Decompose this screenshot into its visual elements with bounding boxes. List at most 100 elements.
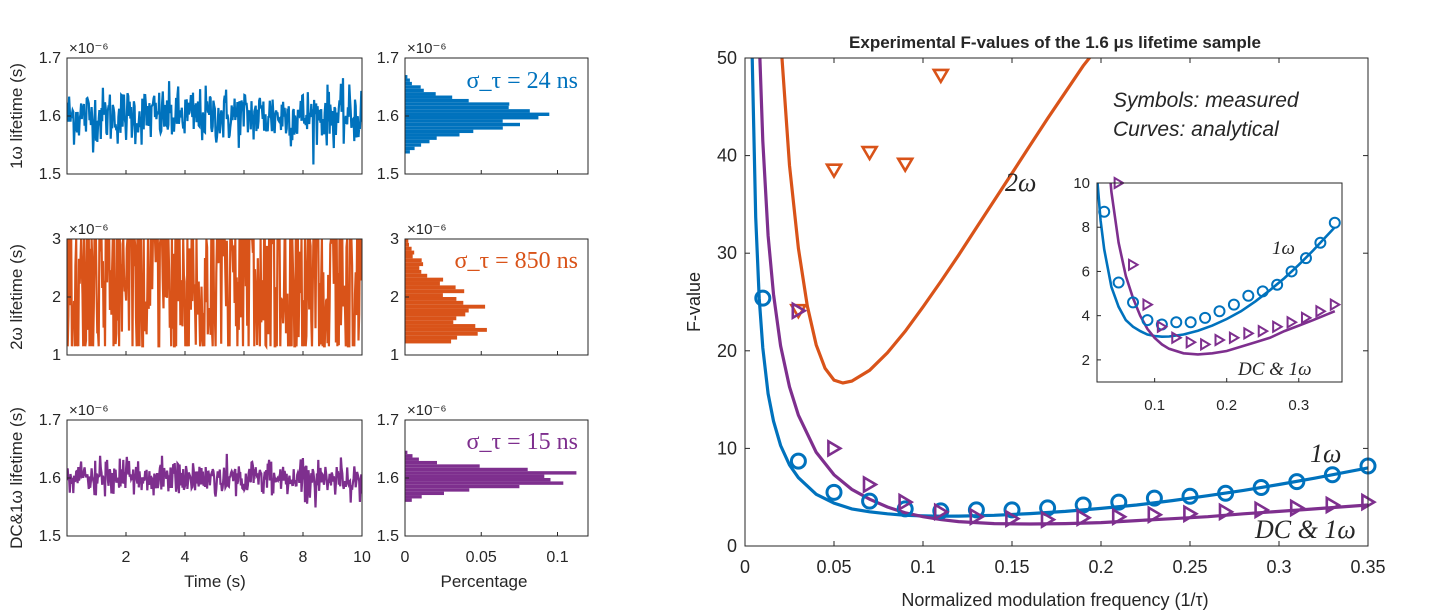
histogram-bar xyxy=(405,258,422,263)
main-ytick-label: 20 xyxy=(717,341,737,361)
histogram-bar xyxy=(405,289,465,294)
data-point-circle xyxy=(1217,484,1235,502)
ytick-label: 1.6 xyxy=(377,470,399,487)
data-point-triangle-down xyxy=(860,145,879,162)
time-series-row-1omega: 1.5 1.5 1.6 1.6 1.7 1.7 ×10⁻⁶ ×10⁻⁶ xyxy=(39,40,589,183)
data-point-triangle-right xyxy=(1040,510,1057,529)
histogram-bar xyxy=(405,75,408,79)
histogram-bar xyxy=(405,139,430,144)
histogram-bar xyxy=(405,308,469,313)
histogram-bar xyxy=(405,246,412,251)
histogram-bar xyxy=(405,269,422,274)
data-point-circle xyxy=(1242,289,1255,302)
main-xtick-label: 0.15 xyxy=(994,557,1029,577)
data-point-triangle-right xyxy=(1200,337,1212,352)
curve-label-dc1omega: DC & 1ω xyxy=(1254,515,1356,544)
data-point-triangle-right xyxy=(1128,258,1140,272)
data-point-circle xyxy=(1323,466,1341,484)
histogram-bar xyxy=(405,129,474,134)
histogram-bar xyxy=(405,316,457,321)
data-point-circle xyxy=(1003,501,1021,519)
trace-line xyxy=(67,239,362,351)
xtick-label: 6 xyxy=(240,549,249,566)
data-point-circle xyxy=(1170,316,1183,329)
histogram-bar xyxy=(405,92,436,96)
data-point-circle xyxy=(1098,205,1111,218)
histogram-bar xyxy=(405,312,466,317)
data-point-circle xyxy=(1288,473,1306,491)
data-point-circle xyxy=(754,289,772,307)
main-xtick-label: 0.2 xyxy=(1088,557,1113,577)
sigma-label-1omega: σ_τ = 24 ns xyxy=(467,68,578,94)
histogram-bar xyxy=(405,457,419,461)
histogram-bar xyxy=(405,478,551,482)
main-xtick-label: 0.25 xyxy=(1172,557,1207,577)
data-point-circle xyxy=(1299,252,1312,265)
histogram-bar xyxy=(405,119,503,123)
ytick-label: 1.6 xyxy=(377,108,399,125)
ytick-label: 1.5 xyxy=(39,166,61,183)
sigma-label-2omega: σ_τ = 850 ns xyxy=(455,248,578,274)
histogram-bar xyxy=(405,281,440,286)
data-point-triangle-right xyxy=(1257,324,1270,338)
histogram-bar xyxy=(405,150,410,154)
exponent-label: ×10⁻⁶ xyxy=(69,402,109,419)
xtick-label: 10 xyxy=(353,549,371,566)
data-point-circle xyxy=(1271,278,1284,291)
data-point-triangle-right xyxy=(1272,319,1284,334)
ytick-label: 1.5 xyxy=(39,528,61,545)
inset-background xyxy=(1057,171,1350,418)
hist-axis-label: Percentage xyxy=(441,572,528,591)
time-series-row-2omega: 1 1 2 2 3 3 ×10⁻⁶ ×10⁻⁶ xyxy=(52,221,589,364)
f-value-chart: 0 0.05 0.1 0.15 0.2 0.25 0.3 0.35 0 10 20 30 40 50 Exp… xyxy=(684,33,1386,610)
main-xtick-label: 0.3 xyxy=(1266,557,1291,577)
main-ylabel: F-value xyxy=(684,272,704,332)
data-point-triangle-down xyxy=(931,68,951,85)
xtick-label: 8 xyxy=(299,549,308,566)
histogram-bar xyxy=(405,285,456,290)
histogram-bar xyxy=(405,136,437,140)
data-point-triangle-right xyxy=(933,502,950,522)
exponent-label: ×10⁻⁶ xyxy=(407,40,447,57)
data-point-circle xyxy=(896,500,914,518)
histogram-bar xyxy=(405,143,422,147)
ytick-label: 1.5 xyxy=(377,528,399,545)
histogram-bar xyxy=(405,335,458,340)
histogram-bar xyxy=(405,339,452,344)
ytick-label: 1 xyxy=(390,347,399,364)
histogram-bar xyxy=(405,239,409,243)
histogram-bar xyxy=(405,95,453,99)
histogram-bar xyxy=(405,81,412,86)
inset-xtick-label: 0.2 xyxy=(1216,397,1237,414)
histogram-bar xyxy=(405,460,437,465)
histogram-bar xyxy=(405,304,486,309)
inset-label-1omega: 1ω xyxy=(1272,238,1295,259)
inset-ytick-label: 4 xyxy=(1082,308,1090,325)
data-point-triangle-right xyxy=(1228,331,1241,345)
ytick-label: 1.6 xyxy=(39,470,61,487)
inset-xtick-label: 0.3 xyxy=(1288,397,1309,414)
main-xtick-label: 0 xyxy=(740,557,750,577)
inset-ytick-label: 2 xyxy=(1082,352,1090,369)
data-point-triangle-right xyxy=(1289,498,1306,518)
histogram-bar xyxy=(405,481,564,485)
histogram-bar xyxy=(405,126,503,130)
data-point-triangle-right xyxy=(969,507,986,526)
histogram-bar xyxy=(405,254,413,259)
histogram-bar xyxy=(405,491,444,496)
data-point-triangle-right xyxy=(1329,297,1342,312)
data-point-circle xyxy=(967,501,985,519)
histogram-bar xyxy=(405,495,422,499)
exponent-label: ×10⁻⁶ xyxy=(69,40,109,57)
data-point-triangle-right xyxy=(1214,333,1226,347)
data-point-circle xyxy=(1112,276,1125,289)
xtick-label: 4 xyxy=(181,549,190,566)
histogram-bar xyxy=(405,85,421,89)
ylabel-row-2omega: 2ω lifetime (s) xyxy=(7,244,26,350)
chart-title: Experimental F-values of the 1.6 μs life… xyxy=(849,33,1261,52)
ytick-label: 1.7 xyxy=(377,50,399,67)
inset-xtick-label: 0.1 xyxy=(1144,397,1165,414)
ytick-label: 1.7 xyxy=(39,412,61,429)
inset-label-dc1omega: DC & 1ω xyxy=(1237,359,1312,380)
histogram-bar xyxy=(405,467,528,472)
